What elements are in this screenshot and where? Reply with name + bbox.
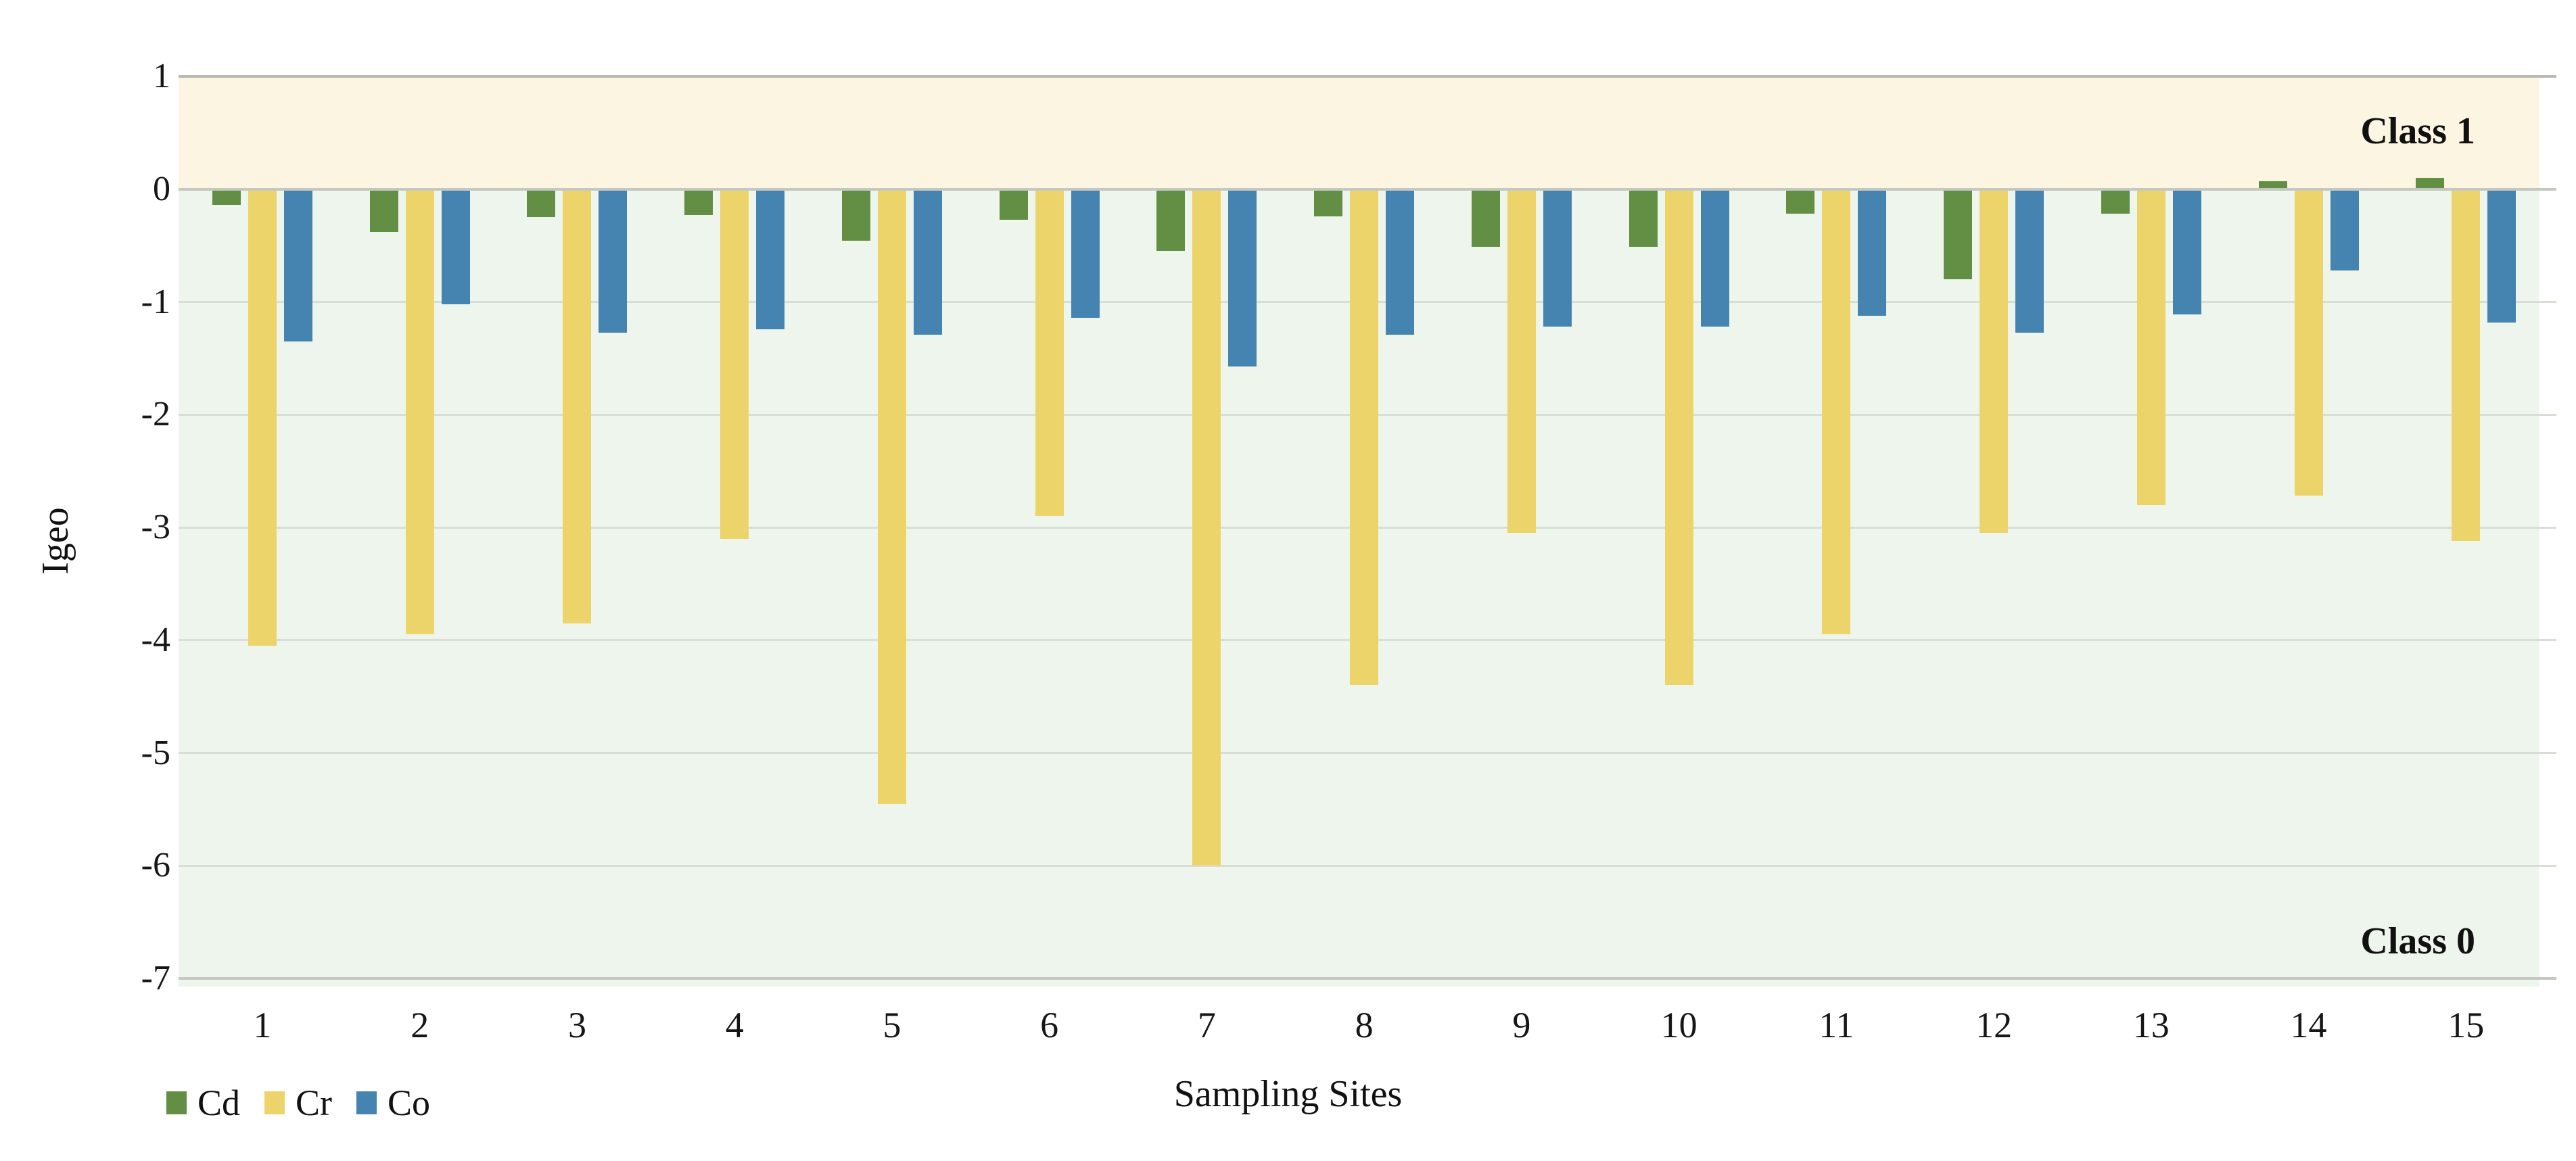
bar-cd-site-14 — [2258, 181, 2287, 188]
y-tick-label--1: -1 — [141, 282, 170, 321]
bar-co-site-12 — [2015, 190, 2044, 333]
x-tick-label-5: 5 — [883, 1005, 901, 1045]
bar-co-site-7 — [1228, 190, 1257, 366]
y-tick-label-1: 1 — [153, 57, 170, 95]
legend-label-cr: Cr — [296, 1083, 333, 1123]
bar-cd-site-9 — [1471, 190, 1500, 247]
y-tick-label--4: -4 — [141, 620, 170, 659]
bar-co-site-1 — [284, 190, 312, 341]
bar-cr-site-2 — [405, 190, 434, 635]
x-axis-title: Sampling Sites — [0, 1072, 2576, 1116]
bar-co-site-15 — [2487, 190, 2516, 323]
class-1-annotation: Class 1 — [2360, 110, 2475, 152]
bar-co-site-8 — [1386, 190, 1415, 335]
bar-co-site-5 — [913, 190, 942, 335]
x-tick-label-12: 12 — [1975, 1005, 2013, 1045]
bar-co-site-9 — [1543, 190, 1572, 327]
bar-cd-site-5 — [841, 190, 870, 241]
x-tick-label-10: 10 — [1660, 1005, 1697, 1045]
legend-item-cr: Cr — [264, 1082, 332, 1124]
bar-cd-site-6 — [999, 190, 1028, 220]
bar-co-site-11 — [1858, 190, 1887, 316]
x-tick-label-2: 2 — [411, 1005, 429, 1045]
bar-cd-site-7 — [1156, 190, 1186, 252]
x-tick-label-8: 8 — [1355, 1005, 1374, 1045]
legend-item-co: Co — [356, 1082, 430, 1124]
y-tick-label--6: -6 — [141, 846, 170, 885]
y-tick-label--5: -5 — [141, 733, 170, 772]
bar-cr-site-5 — [877, 190, 906, 804]
bar-cr-site-1 — [248, 190, 277, 646]
bar-cd-site-1 — [212, 190, 241, 206]
bar-cd-site-10 — [1629, 190, 1658, 247]
bar-cr-site-11 — [1822, 190, 1851, 635]
bar-cd-site-13 — [2101, 190, 2130, 214]
x-tick-label-6: 6 — [1040, 1005, 1059, 1045]
gridline-y--5 — [179, 752, 2556, 754]
x-tick-label-14: 14 — [2290, 1005, 2327, 1045]
x-tick-label-7: 7 — [1197, 1005, 1216, 1045]
y-tick-label--3: -3 — [141, 508, 170, 546]
bar-cr-site-10 — [1664, 190, 1693, 686]
bar-cr-site-6 — [1035, 190, 1064, 517]
bar-cd-site-8 — [1314, 190, 1343, 216]
x-tick-label-3: 3 — [567, 1005, 586, 1045]
y-tick-label--7: -7 — [141, 959, 170, 997]
bar-co-site-10 — [1700, 190, 1729, 327]
bar-cr-site-14 — [2294, 190, 2323, 496]
legend-label-cd: Cd — [197, 1083, 241, 1123]
gridline-y--7 — [179, 977, 2556, 980]
bar-cr-site-13 — [2136, 190, 2165, 505]
bar-cd-site-11 — [1786, 190, 1815, 214]
bar-cr-site-15 — [2452, 190, 2481, 541]
bar-cr-site-4 — [720, 190, 749, 539]
legend-item-cd: Cd — [166, 1082, 240, 1124]
bar-cr-site-3 — [563, 190, 592, 623]
x-axis-title-text: Sampling Sites — [1173, 1073, 1403, 1115]
bar-co-site-2 — [441, 190, 470, 304]
bar-cd-site-15 — [2416, 178, 2445, 188]
legend: Cd Cr Co — [166, 1082, 430, 1124]
x-tick-label-1: 1 — [253, 1005, 272, 1045]
bar-co-site-13 — [2172, 190, 2201, 314]
bar-co-site-3 — [599, 190, 628, 333]
x-tick-label-11: 11 — [1819, 1005, 1854, 1045]
x-tick-label-4: 4 — [725, 1005, 744, 1045]
y-tick-label--2: -2 — [141, 395, 170, 434]
bar-co-site-6 — [1071, 190, 1100, 318]
gridline-y--6 — [179, 864, 2556, 867]
band-class-1 — [179, 76, 2539, 189]
bar-cd-site-12 — [1944, 190, 1973, 280]
bar-co-site-14 — [2330, 190, 2359, 270]
x-tick-label-15: 15 — [2448, 1005, 2485, 1045]
bar-cr-site-7 — [1192, 190, 1221, 866]
bar-cd-site-2 — [369, 190, 398, 233]
co-swatch-icon — [356, 1091, 377, 1114]
bar-co-site-4 — [756, 190, 785, 329]
x-tick-label-9: 9 — [1512, 1005, 1531, 1045]
gridline-y-1 — [179, 75, 2556, 78]
bar-cr-site-8 — [1350, 190, 1379, 686]
cd-swatch-icon — [166, 1091, 187, 1114]
bar-cd-site-4 — [684, 190, 713, 216]
class-0-annotation: Class 0 — [2360, 920, 2475, 962]
bar-cd-site-3 — [527, 190, 556, 218]
cr-swatch-icon — [264, 1091, 285, 1114]
bar-cr-site-12 — [1980, 190, 2009, 534]
bar-cr-site-9 — [1507, 190, 1536, 534]
x-tick-label-13: 13 — [2132, 1005, 2170, 1045]
legend-label-co: Co — [388, 1083, 431, 1123]
zero-gridline — [179, 187, 2556, 191]
y-tick-label-0: 0 — [153, 169, 170, 208]
